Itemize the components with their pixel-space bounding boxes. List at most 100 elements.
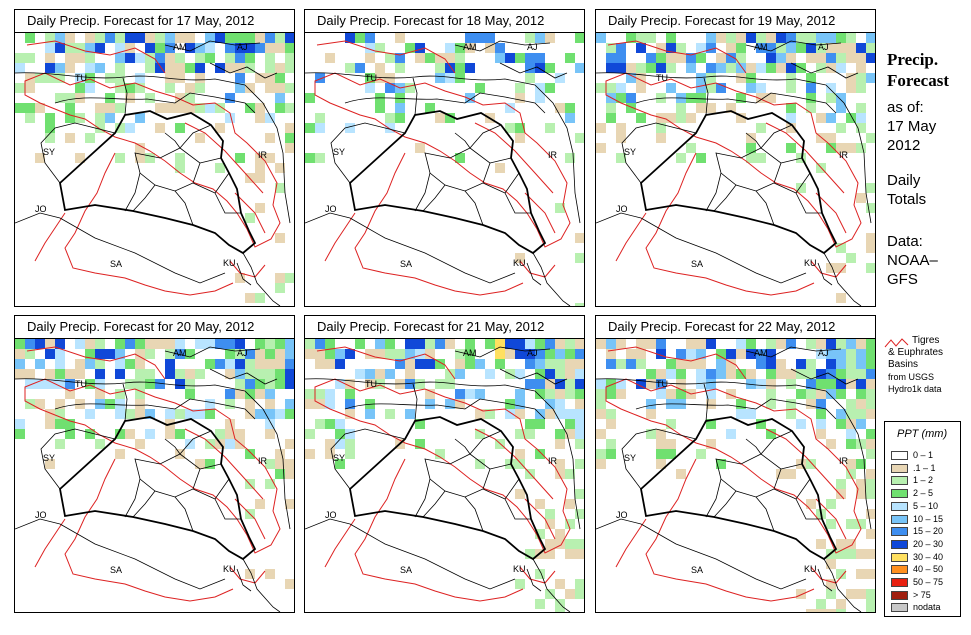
admin-boundary xyxy=(773,478,811,500)
admin-boundary xyxy=(164,438,181,455)
precip-cell xyxy=(836,479,846,489)
precip-cell xyxy=(786,469,796,479)
precip-cell xyxy=(445,43,455,53)
precip-cell xyxy=(185,389,195,399)
precip-cell xyxy=(25,379,35,389)
precip-cell xyxy=(185,379,195,389)
precip-cell xyxy=(185,63,195,73)
precip-cell xyxy=(285,369,294,379)
precip-cell xyxy=(485,339,495,349)
precip-cell xyxy=(15,419,25,429)
precip-cell xyxy=(696,369,706,379)
precip-cell xyxy=(846,33,856,43)
forecast-panel-3: Daily Precip. Forecast for 19 May, 2012 … xyxy=(595,9,876,307)
precip-cell xyxy=(656,339,666,349)
precip-cell xyxy=(445,369,455,379)
precip-cell xyxy=(776,63,786,73)
admin-boundary xyxy=(489,463,512,470)
precip-cell xyxy=(606,439,616,449)
precip-cell xyxy=(826,33,836,43)
precip-cell xyxy=(225,339,235,349)
precip-cell xyxy=(565,349,575,359)
precip-cell xyxy=(245,53,255,63)
precip-cell xyxy=(826,379,836,389)
precip-cell xyxy=(275,183,285,193)
admin-boundary xyxy=(755,496,775,532)
precip-cell xyxy=(285,349,294,359)
precip-cell xyxy=(596,459,606,469)
precip-cell xyxy=(545,539,555,549)
precip-cell xyxy=(555,203,565,213)
panel-title: Daily Precip. Forecast for 21 May, 2012 xyxy=(305,316,584,339)
precip-cell xyxy=(616,63,626,73)
precip-cell xyxy=(636,43,646,53)
precip-cell xyxy=(115,103,125,113)
precip-cell xyxy=(686,53,696,63)
precip-cell xyxy=(866,43,875,53)
admin-boundary xyxy=(504,192,531,214)
precip-cell xyxy=(786,63,796,73)
precip-cell xyxy=(15,359,25,369)
precip-cell xyxy=(736,349,746,359)
precip-cell xyxy=(55,349,65,359)
precip-cell xyxy=(786,339,796,349)
admin-boundary xyxy=(464,190,484,226)
admin-boundary xyxy=(621,428,697,490)
precip-cell xyxy=(195,409,205,419)
precip-cell xyxy=(15,103,25,113)
admin-boundary xyxy=(330,428,406,490)
precip-cell xyxy=(305,389,315,399)
precip-cell xyxy=(716,349,726,359)
precip-cell xyxy=(225,419,235,429)
panel-title: Daily Precip. Forecast for 22 May, 2012 xyxy=(596,316,875,339)
precip-cell xyxy=(425,389,435,399)
precip-cell xyxy=(806,379,816,389)
admin-boundary xyxy=(504,498,531,520)
precip-cell xyxy=(75,53,85,63)
precip-cell xyxy=(866,359,875,369)
precip-cell xyxy=(255,339,265,349)
precip-cell xyxy=(866,379,875,389)
precip-cell xyxy=(275,283,285,293)
precip-cell xyxy=(786,103,796,113)
precip-cell xyxy=(606,409,616,419)
precip-cell xyxy=(245,83,255,93)
precip-cell xyxy=(796,33,806,43)
precip-cell xyxy=(866,349,875,359)
precip-cell xyxy=(225,389,235,399)
precip-cell xyxy=(806,389,816,399)
admin-boundary xyxy=(482,172,520,194)
precip-cell xyxy=(255,293,265,303)
admin-boundary xyxy=(412,383,418,422)
precip-cell xyxy=(205,43,215,53)
precip-cell xyxy=(245,63,255,73)
precip-cell xyxy=(756,419,766,429)
admin-boundary xyxy=(122,383,128,422)
precip-cell xyxy=(545,339,555,349)
daily-line1: Daily xyxy=(887,172,921,189)
precip-cell xyxy=(786,409,796,419)
precip-cell xyxy=(626,103,636,113)
precip-cell xyxy=(866,203,875,213)
precip-cell xyxy=(125,339,135,349)
admin-boundary xyxy=(454,40,551,52)
precip-cell xyxy=(155,33,165,43)
precip-cell xyxy=(856,103,866,113)
precip-cell xyxy=(455,399,465,409)
precip-cell xyxy=(125,123,135,133)
basin-boundary xyxy=(810,566,847,584)
precip-cell xyxy=(856,569,866,579)
precip-cell xyxy=(545,509,555,519)
precip-cell xyxy=(826,609,836,612)
precip-cell xyxy=(616,93,626,103)
precip-cell xyxy=(736,339,746,349)
admin-boundary xyxy=(790,62,859,79)
admin-boundary xyxy=(174,190,194,226)
precip-cell xyxy=(555,349,565,359)
precip-cell xyxy=(245,213,255,223)
basin-boundary xyxy=(34,212,66,262)
country-label: JO xyxy=(616,510,628,520)
precip-cell xyxy=(315,73,325,83)
precip-cell xyxy=(565,369,575,379)
precip-cell xyxy=(836,143,846,153)
